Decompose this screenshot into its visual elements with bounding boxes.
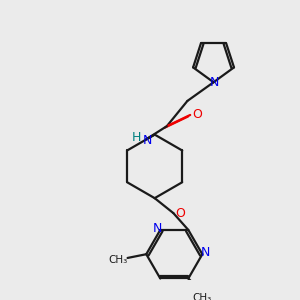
- Text: N: N: [210, 76, 219, 89]
- Text: CH₃: CH₃: [193, 293, 212, 300]
- Text: O: O: [192, 109, 202, 122]
- Text: N: N: [200, 246, 210, 259]
- Text: O: O: [175, 207, 185, 220]
- Text: CH₃: CH₃: [109, 255, 128, 265]
- Text: H: H: [132, 131, 142, 144]
- Text: N: N: [142, 134, 152, 147]
- Text: N: N: [153, 222, 162, 235]
